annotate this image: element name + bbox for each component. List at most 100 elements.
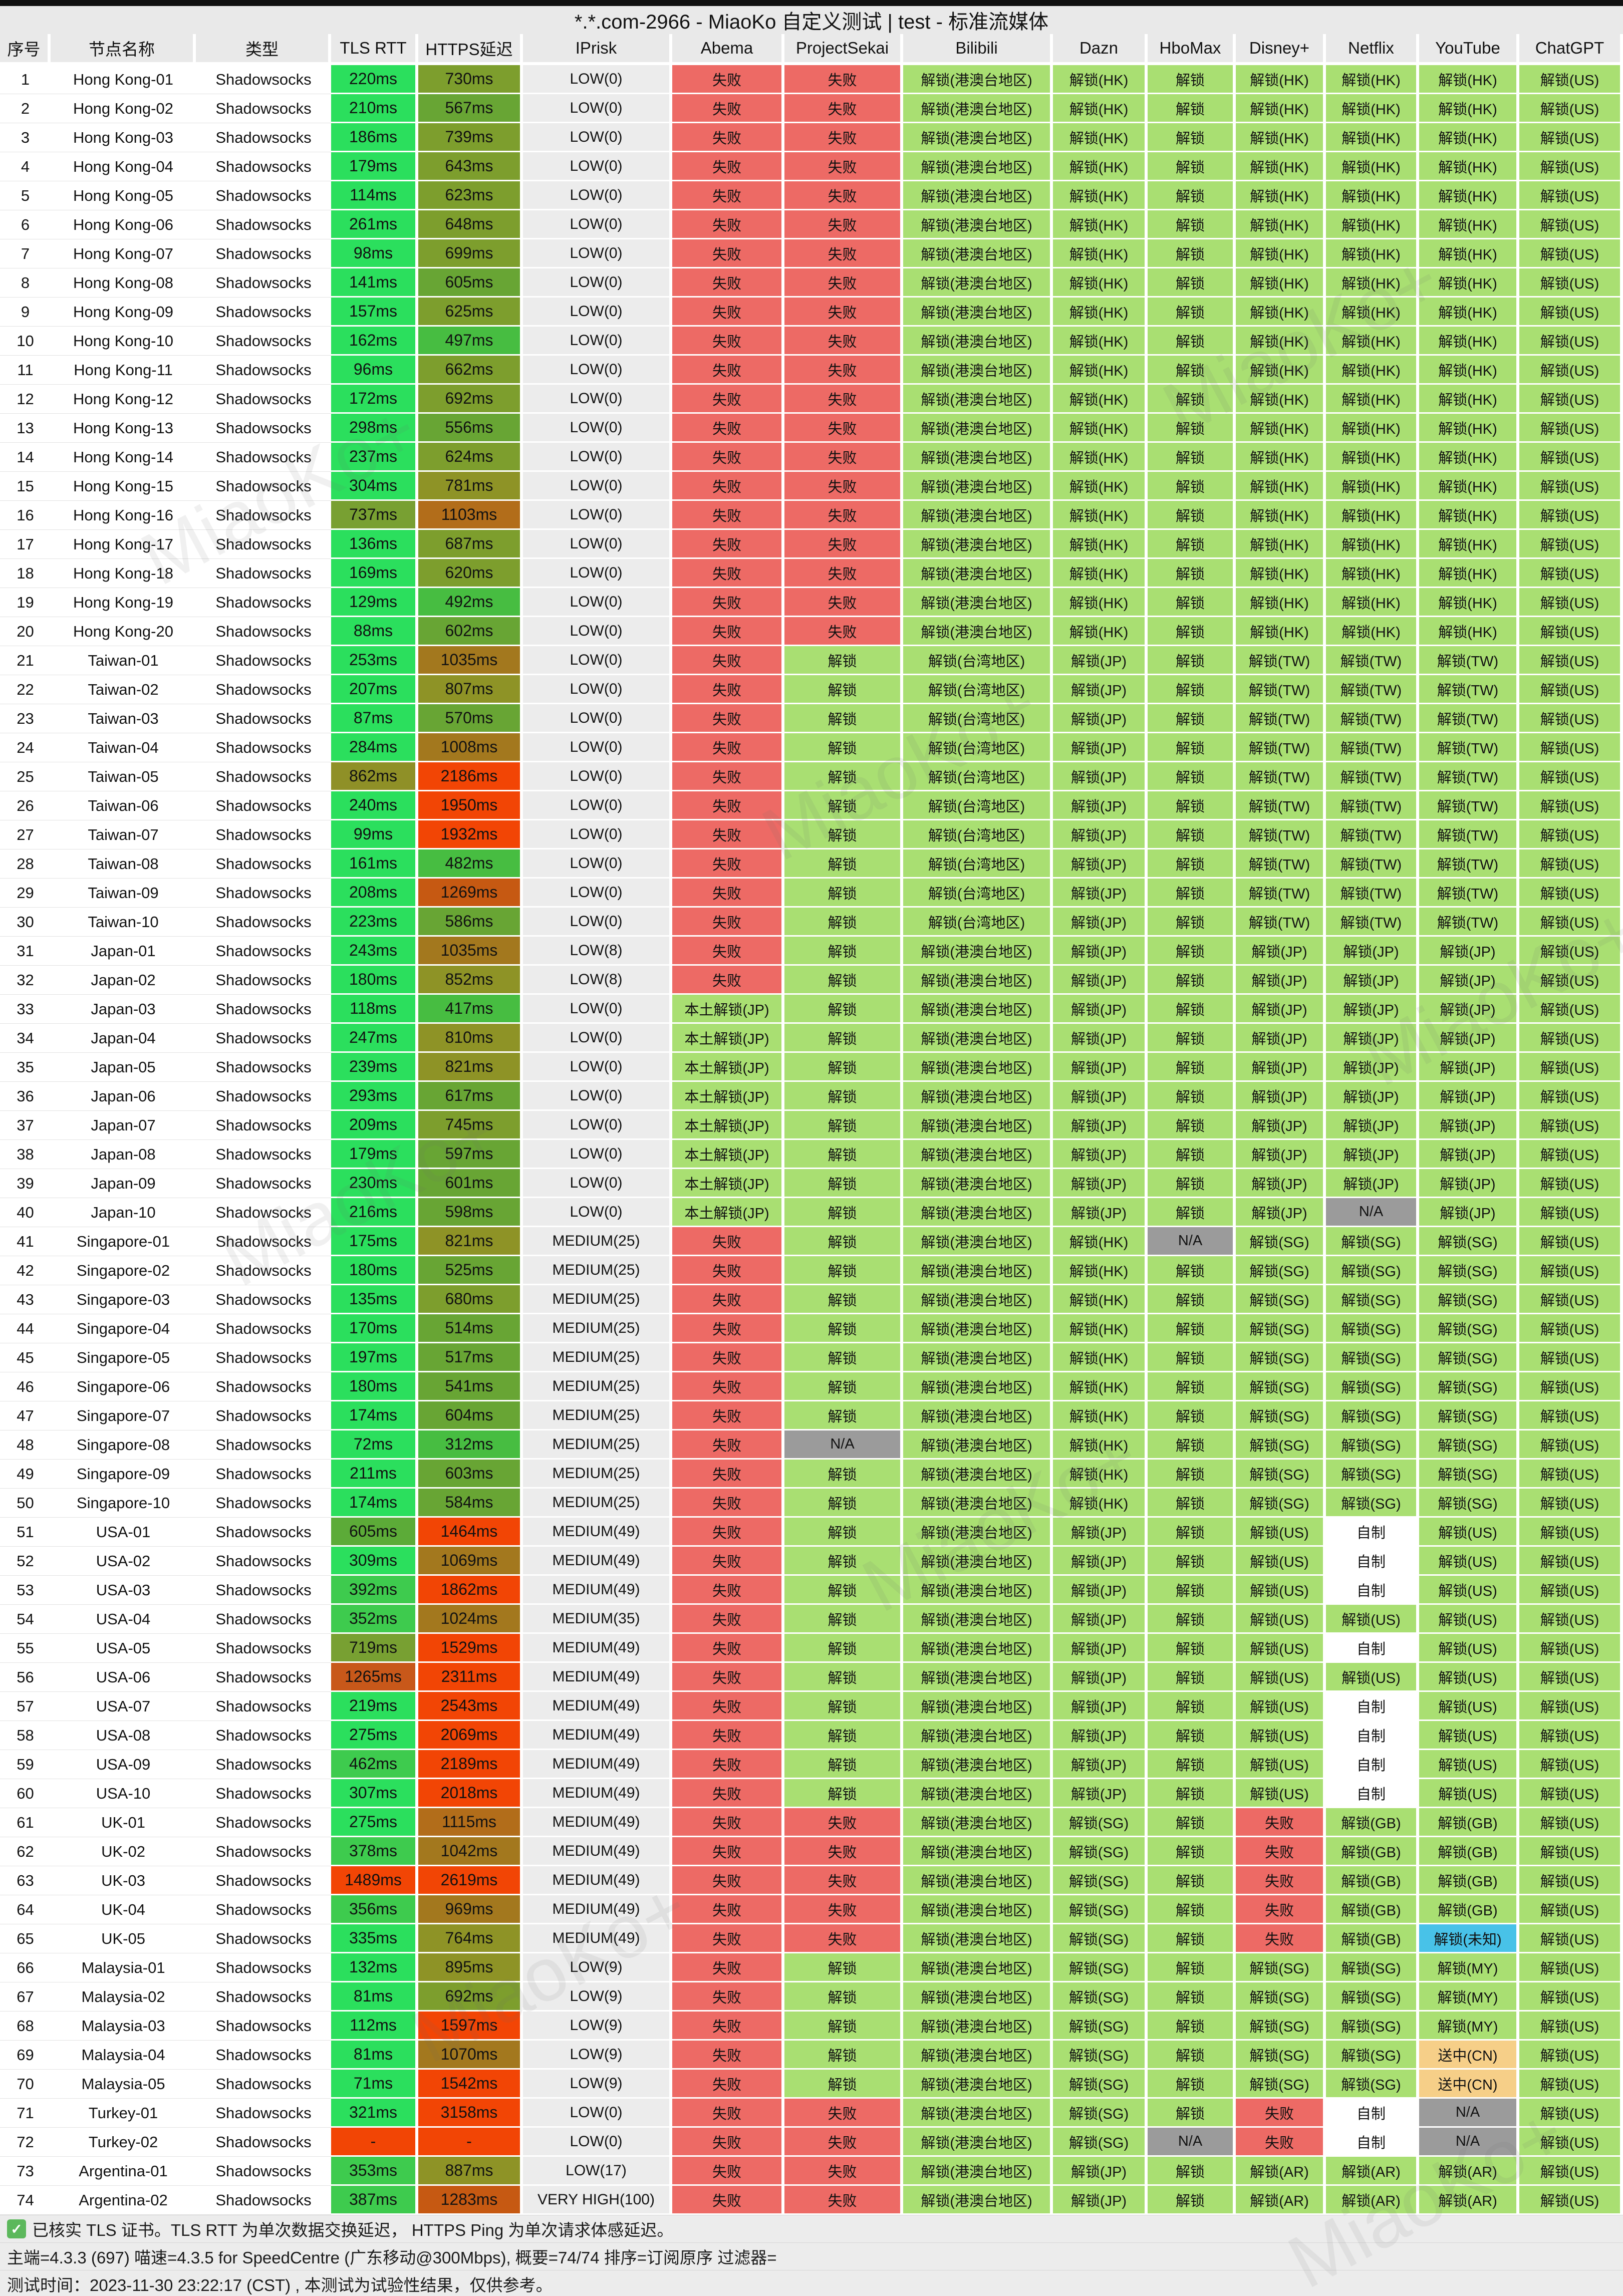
cell-dazn: 解锁(HK) <box>1053 356 1145 383</box>
table-row: 38 Japan-08 Shadowsocks 179ms 597ms LOW(0) 本土解… <box>0 1140 1623 1169</box>
table-row: 30 Taiwan-10 Shadowsocks 223ms 586ms LOW(0) 失败… <box>0 908 1623 937</box>
cell-node-name: Singapore-10 <box>51 1489 196 1518</box>
cell-projectsekai: 解锁 <box>784 1024 900 1051</box>
cell-type: Shadowsocks <box>196 181 331 210</box>
cell-https-latency: - <box>418 2128 520 2155</box>
cell-type: Shadowsocks <box>196 1460 331 1489</box>
cell-hbomax: 解锁 <box>1148 2012 1233 2039</box>
cell-netflix: 解锁(US) <box>1326 1605 1416 1632</box>
cell-hbomax: 解锁 <box>1148 530 1233 557</box>
cell-chatgpt: 解锁(US) <box>1519 762 1620 790</box>
cell-dazn: 解锁(JP) <box>1053 2186 1145 2213</box>
table-row: 49 Singapore-09 Shadowsocks 211ms 603ms MEDIU… <box>0 1460 1623 1489</box>
cell-iprisk: LOW(0) <box>523 1169 669 1197</box>
cell-disneyplus: 解锁(HK) <box>1236 617 1323 645</box>
cell-dazn: 解锁(SG) <box>1053 1982 1145 2010</box>
cell-chatgpt: 解锁(US) <box>1519 2128 1620 2155</box>
cell-node-name: Japan-03 <box>51 995 196 1024</box>
cell-hbomax: 解锁 <box>1148 2186 1233 2213</box>
table-row: 67 Malaysia-02 Shadowsocks 81ms 692ms LOW(9) 失… <box>0 1982 1623 2012</box>
cell-disneyplus: 解锁(US) <box>1236 1576 1323 1603</box>
column-header-netflix: Netflix <box>1326 34 1416 62</box>
cell-bilibili: 解锁(港澳台地区) <box>903 2128 1050 2155</box>
cell-type: Shadowsocks <box>196 298 331 327</box>
cell-bilibili: 解锁(港澳台地区) <box>903 1924 1050 1952</box>
cell-youtube: 解锁(US) <box>1419 1576 1516 1603</box>
cell-youtube: 送中(CN) <box>1419 2041 1516 2068</box>
cell-bilibili: 解锁(港澳台地区) <box>903 1140 1050 1168</box>
cell-type: Shadowsocks <box>196 559 331 588</box>
cell-netflix: 解锁(SG) <box>1326 1256 1416 1284</box>
cell-abema: 失败 <box>672 791 781 819</box>
cell-node-name: Hong Kong-10 <box>51 327 196 356</box>
cell-chatgpt: 解锁(US) <box>1519 1256 1620 1284</box>
cell-chatgpt: 解锁(US) <box>1519 908 1620 935</box>
table-row: 8 Hong Kong-08 Shadowsocks 141ms 605ms LOW(0)… <box>0 268 1623 298</box>
cell-index: 46 <box>0 1372 51 1401</box>
cell-type: Shadowsocks <box>196 210 331 239</box>
cell-abema: 失败 <box>672 2157 781 2184</box>
cell-index: 19 <box>0 588 51 617</box>
cell-chatgpt: 解锁(US) <box>1519 1024 1620 1051</box>
cell-disneyplus: 失败 <box>1236 1924 1323 1952</box>
cell-tls-rtt: 207ms <box>331 675 415 703</box>
table-row: 13 Hong Kong-13 Shadowsocks 298ms 556ms LOW(0… <box>0 414 1623 443</box>
cell-iprisk: LOW(9) <box>523 2041 669 2068</box>
cell-projectsekai: 解锁 <box>784 733 900 761</box>
cell-hbomax: 解锁 <box>1148 849 1233 877</box>
cell-dazn: 解锁(JP) <box>1053 646 1145 674</box>
cell-projectsekai: 失败 <box>784 152 900 180</box>
cell-node-name: Singapore-02 <box>51 1256 196 1285</box>
cell-https-latency: 620ms <box>418 559 520 587</box>
cell-tls-rtt: 304ms <box>331 472 415 499</box>
cell-projectsekai: 解锁 <box>784 1489 900 1516</box>
cell-index: 67 <box>0 1982 51 2012</box>
cell-node-name: Singapore-06 <box>51 1372 196 1401</box>
cell-node-name: Taiwan-02 <box>51 675 196 704</box>
cell-netflix: 解锁(HK) <box>1326 94 1416 122</box>
table-row: 3 Hong Kong-03 Shadowsocks 186ms 739ms LOW(0)… <box>0 123 1623 152</box>
cell-https-latency: 1529ms <box>418 1634 520 1661</box>
cell-iprisk: MEDIUM(49) <box>523 1547 669 1574</box>
cell-tls-rtt: 356ms <box>331 1895 415 1923</box>
cell-iprisk: LOW(0) <box>523 1140 669 1168</box>
cell-type: Shadowsocks <box>196 1837 331 1866</box>
cell-dazn: 解锁(HK) <box>1053 268 1145 296</box>
cell-type: Shadowsocks <box>196 530 331 559</box>
cell-projectsekai: 解锁 <box>784 1460 900 1487</box>
cell-projectsekai: 失败 <box>784 414 900 441</box>
cell-node-name: Hong Kong-20 <box>51 617 196 646</box>
cell-abema: 失败 <box>672 530 781 557</box>
cell-index: 16 <box>0 501 51 530</box>
cell-tls-rtt: 210ms <box>331 94 415 122</box>
cell-netflix: 解锁(AR) <box>1326 2157 1416 2184</box>
cell-dazn: 解锁(JP) <box>1053 733 1145 761</box>
cell-dazn: 解锁(HK) <box>1053 1489 1145 1516</box>
cell-index: 23 <box>0 704 51 733</box>
cell-netflix: N/A <box>1326 1198 1416 1226</box>
cell-node-name: Taiwan-10 <box>51 908 196 937</box>
cell-https-latency: 514ms <box>418 1314 520 1342</box>
cell-type: Shadowsocks <box>196 65 331 94</box>
cell-abema: 失败 <box>672 1837 781 1865</box>
cell-https-latency: 1069ms <box>418 1547 520 1574</box>
cell-https-latency: 692ms <box>418 1982 520 2010</box>
cell-netflix: 自制 <box>1326 1518 1416 1545</box>
cell-type: Shadowsocks <box>196 1169 331 1198</box>
cell-chatgpt: 解锁(US) <box>1519 1227 1620 1255</box>
cell-dazn: 解锁(HK) <box>1053 385 1145 412</box>
cell-hbomax: 解锁 <box>1148 1140 1233 1168</box>
cell-type: Shadowsocks <box>196 588 331 617</box>
cell-dazn: 解锁(HK) <box>1053 210 1145 238</box>
cell-dazn: 解锁(JP) <box>1053 1111 1145 1138</box>
cell-chatgpt: 解锁(US) <box>1519 1576 1620 1603</box>
cell-dazn: 解锁(HK) <box>1053 1401 1145 1429</box>
cell-node-name: Argentina-01 <box>51 2157 196 2186</box>
cell-dazn: 解锁(JP) <box>1053 1721 1145 1749</box>
table-row: 18 Hong Kong-18 Shadowsocks 169ms 620ms LOW(0… <box>0 559 1623 588</box>
cell-abema: 失败 <box>672 1692 781 1719</box>
cell-chatgpt: 解锁(US) <box>1519 2041 1620 2068</box>
cell-type: Shadowsocks <box>196 2186 331 2215</box>
cell-index: 12 <box>0 385 51 414</box>
cell-bilibili: 解锁(港澳台地区) <box>903 1634 1050 1661</box>
